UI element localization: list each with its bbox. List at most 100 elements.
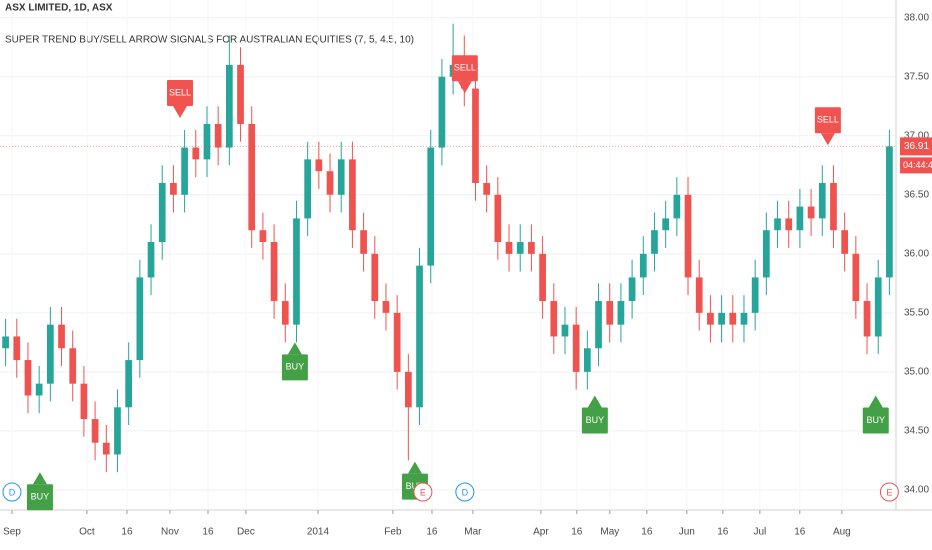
x-tick-label: 16: [571, 527, 583, 538]
event-label: D: [462, 487, 469, 497]
x-tick-label: Feb: [384, 527, 402, 538]
candle-body: [114, 407, 121, 455]
candle-body: [80, 383, 88, 420]
candle-body: [438, 76, 446, 148]
candle-body: [561, 324, 569, 337]
event-label: D: [9, 487, 16, 497]
x-tick-label: 16: [717, 527, 729, 538]
x-tick-label: 16: [794, 527, 806, 538]
signal-label: BUY: [406, 481, 425, 491]
signal-label: SELL: [817, 115, 839, 125]
y-tick-label: 37.00: [904, 130, 929, 141]
candle-body: [707, 312, 714, 325]
x-tick-label: 16: [641, 527, 653, 538]
candle-body: [841, 230, 849, 254]
x-tick-label: Aug: [833, 527, 851, 538]
x-tick-label: 16: [426, 527, 438, 538]
candle-body: [740, 312, 748, 325]
signal-label: SELL: [454, 63, 476, 73]
candle-body: [662, 218, 670, 231]
y-tick-label: 34.00: [904, 485, 929, 496]
candle-body: [684, 194, 692, 278]
candle-body: [58, 324, 65, 349]
last-price-label: 36.91: [904, 141, 929, 152]
candle-body: [349, 159, 356, 231]
candle-body: [293, 218, 300, 325]
candle-body: [136, 277, 144, 361]
last-price-tag: [900, 137, 932, 156]
candle-body: [494, 194, 502, 243]
signal-arrow: [407, 461, 422, 474]
candle-body: [528, 242, 535, 254]
signal-arrow: [173, 106, 188, 119]
signal-box: [581, 407, 608, 434]
y-tick-label: 35.50: [904, 307, 929, 318]
chart-title: ASX LIMITED, 1D, ASX: [5, 3, 113, 14]
signal-box: [814, 107, 841, 134]
y-tick-label: 37.50: [904, 71, 929, 82]
candle-body: [181, 147, 188, 195]
candle-body: [382, 301, 390, 313]
x-tick-label: 16: [202, 527, 214, 538]
candle-body: [371, 253, 379, 302]
candle-body: [125, 360, 133, 408]
candle-body: [326, 171, 334, 195]
candle-body: [304, 159, 312, 219]
candle-body: [46, 324, 54, 384]
candle-body: [483, 182, 491, 195]
x-tick-label: Dec: [237, 527, 255, 538]
signal-box: [281, 354, 308, 381]
candle-body: [874, 277, 882, 337]
candle-body: [830, 182, 837, 231]
event-marker: [455, 482, 475, 502]
signal-label: BUY: [31, 492, 50, 502]
signal-label: BUY: [586, 415, 605, 425]
x-tick-label: 2014: [307, 527, 330, 538]
y-tick-label: 35.00: [904, 367, 929, 378]
candle-body: [192, 147, 200, 160]
indicator-title: SUPER TREND BUY/SELL ARROW SIGNALS FOR A…: [5, 35, 414, 46]
candle-body: [427, 147, 435, 266]
candle-body: [550, 301, 558, 337]
candle-body: [818, 182, 826, 219]
y-tick-label: 36.50: [904, 189, 929, 200]
signal-label: BUY: [286, 362, 305, 372]
candle-body: [516, 242, 524, 254]
signal-arrow: [287, 342, 302, 355]
x-tick-label: Sep: [3, 527, 21, 538]
signal-arrow: [868, 395, 883, 408]
candle-body: [695, 277, 703, 313]
x-tick-label: May: [600, 527, 619, 538]
candle-body: [158, 182, 166, 243]
candle-body: [762, 230, 770, 278]
candle-body: [628, 277, 636, 302]
candle-body: [147, 242, 155, 278]
candle-body: [248, 123, 256, 231]
candle-body: [13, 336, 21, 361]
candle-body: [203, 123, 211, 160]
candle-body: [270, 242, 278, 302]
signal-arrow: [457, 81, 472, 94]
candle-body: [718, 312, 725, 325]
candle-body: [225, 64, 233, 148]
signal-arrow: [32, 472, 47, 485]
candle-body: [583, 348, 591, 372]
countdown-label: 04:44:49: [903, 160, 932, 170]
candle-body: [505, 242, 513, 254]
signal-box: [26, 484, 53, 511]
y-tick-label: 34.50: [904, 426, 929, 437]
signal-box: [167, 80, 194, 107]
candle-body: [595, 301, 602, 349]
candle-body: [673, 194, 681, 219]
candle-body: [69, 348, 77, 384]
event-marker: [2, 482, 22, 502]
x-tick-label: Apr: [533, 527, 549, 538]
candle-body: [214, 123, 222, 148]
event-label: E: [420, 487, 426, 497]
candle-body: [785, 218, 793, 231]
countdown-tag: [900, 157, 932, 174]
signal-label: BUY: [866, 415, 885, 425]
x-tick-label: Mar: [464, 527, 482, 538]
event-marker: [413, 482, 433, 502]
